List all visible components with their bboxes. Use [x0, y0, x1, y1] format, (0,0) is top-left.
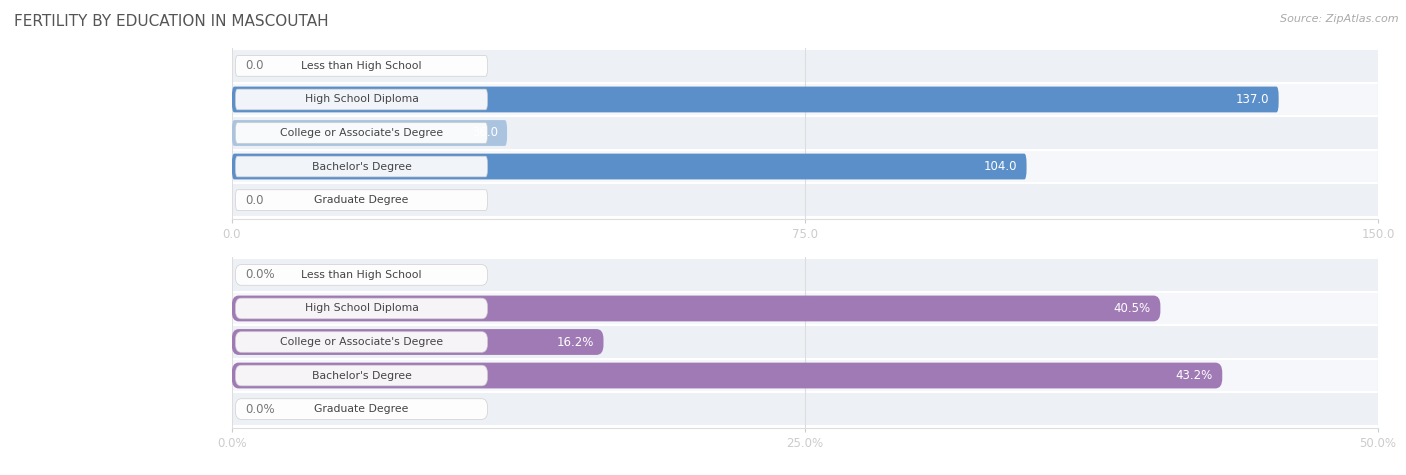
Text: Graduate Degree: Graduate Degree [315, 195, 409, 205]
Text: Source: ZipAtlas.com: Source: ZipAtlas.com [1281, 14, 1399, 24]
Text: 137.0: 137.0 [1236, 93, 1270, 106]
FancyBboxPatch shape [235, 123, 488, 143]
FancyBboxPatch shape [235, 399, 488, 419]
FancyBboxPatch shape [232, 362, 1222, 389]
FancyBboxPatch shape [232, 392, 1378, 426]
FancyBboxPatch shape [235, 332, 488, 352]
FancyBboxPatch shape [232, 49, 1378, 83]
FancyBboxPatch shape [235, 298, 488, 319]
FancyBboxPatch shape [232, 258, 1378, 292]
FancyBboxPatch shape [232, 83, 1378, 116]
Text: 0.0: 0.0 [246, 59, 264, 73]
FancyBboxPatch shape [235, 156, 488, 177]
Text: 104.0: 104.0 [984, 160, 1018, 173]
FancyBboxPatch shape [232, 120, 508, 146]
Text: High School Diploma: High School Diploma [305, 95, 419, 104]
Text: 16.2%: 16.2% [557, 335, 595, 349]
FancyBboxPatch shape [232, 150, 1378, 183]
FancyBboxPatch shape [232, 325, 1378, 359]
FancyBboxPatch shape [232, 153, 1026, 180]
FancyBboxPatch shape [232, 295, 1160, 322]
FancyBboxPatch shape [232, 116, 1378, 150]
Text: Bachelor's Degree: Bachelor's Degree [312, 370, 412, 380]
Text: High School Diploma: High School Diploma [305, 304, 419, 314]
Text: 0.0%: 0.0% [246, 402, 276, 416]
FancyBboxPatch shape [235, 190, 488, 210]
FancyBboxPatch shape [232, 292, 1378, 325]
FancyBboxPatch shape [235, 56, 488, 76]
Text: Less than High School: Less than High School [301, 270, 422, 280]
FancyBboxPatch shape [232, 359, 1378, 392]
FancyBboxPatch shape [232, 86, 1278, 113]
FancyBboxPatch shape [232, 183, 1378, 217]
FancyBboxPatch shape [232, 329, 603, 355]
FancyBboxPatch shape [235, 89, 488, 110]
Text: Bachelor's Degree: Bachelor's Degree [312, 162, 412, 171]
Text: 0.0%: 0.0% [246, 268, 276, 282]
Text: 0.0: 0.0 [246, 193, 264, 207]
Text: 36.0: 36.0 [472, 126, 498, 140]
Text: Graduate Degree: Graduate Degree [315, 404, 409, 414]
Text: 40.5%: 40.5% [1114, 302, 1152, 315]
FancyBboxPatch shape [235, 265, 488, 285]
Text: Less than High School: Less than High School [301, 61, 422, 71]
Text: College or Associate's Degree: College or Associate's Degree [280, 337, 443, 347]
Text: 43.2%: 43.2% [1175, 369, 1213, 382]
FancyBboxPatch shape [235, 365, 488, 386]
Text: FERTILITY BY EDUCATION IN MASCOUTAH: FERTILITY BY EDUCATION IN MASCOUTAH [14, 14, 329, 29]
Text: College or Associate's Degree: College or Associate's Degree [280, 128, 443, 138]
